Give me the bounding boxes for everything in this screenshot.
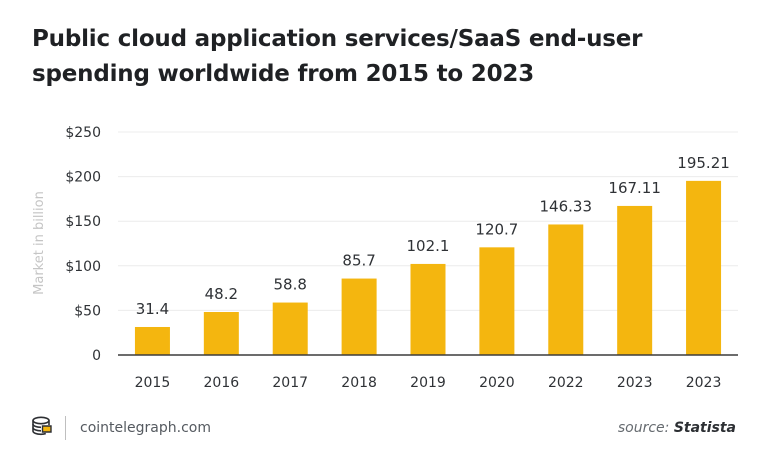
y-axis-ticks: 0 $50 $100 $150 $200 $250 xyxy=(65,125,101,364)
y-tick-label: $150 xyxy=(65,214,101,230)
chart-title: Public cloud application services/SaaS e… xyxy=(32,26,643,87)
y-tick-label: $200 xyxy=(65,170,101,186)
bar-2019-4 xyxy=(410,263,446,355)
y-tick-label: $100 xyxy=(65,259,101,275)
x-tick-label: 2022 xyxy=(548,375,584,391)
data-label: 102.1 xyxy=(407,237,450,255)
bar-2017-2 xyxy=(272,302,308,355)
source-credit: source: Statista xyxy=(618,420,736,436)
footer-divider xyxy=(65,416,66,440)
x-tick-label: 2023 xyxy=(617,375,653,391)
bar-2022-6 xyxy=(548,224,584,355)
x-tick-label: 2018 xyxy=(341,375,377,391)
cointelegraph-logo-icon xyxy=(32,416,52,436)
bar-2018-3 xyxy=(341,278,377,355)
footer: cointelegraph.com source: Statista xyxy=(0,405,768,445)
data-label: 146.33 xyxy=(540,197,593,215)
bar-2016-1 xyxy=(203,312,239,355)
bar-2020-5 xyxy=(479,247,515,355)
x-tick-label: 2015 xyxy=(135,375,171,391)
y-tick-label: 0 xyxy=(92,348,101,364)
bar-2023-7 xyxy=(617,205,653,355)
x-axis-ticks: 2015 2016 2017 2018 2019 2020 2022 2023 2023 xyxy=(135,375,722,391)
y-axis-label: Market in billion xyxy=(32,191,47,295)
data-label: 195.21 xyxy=(677,154,730,172)
data-label: 48.2 xyxy=(205,285,238,303)
data-label: 120.7 xyxy=(475,220,518,238)
y-tick-label: $250 xyxy=(65,125,101,141)
x-tick-label: 2016 xyxy=(204,375,240,391)
source-name: Statista xyxy=(673,420,736,436)
data-labels: 31.4 48.2 58.8 85.7 102.1 120.7 146.33 167.11 19… xyxy=(136,154,730,318)
data-label: 31.4 xyxy=(136,300,169,318)
bar-chart: 0 $50 $100 $150 $200 $250 Market in billion 3… xyxy=(32,125,738,391)
data-label: 58.8 xyxy=(274,276,307,294)
source-prefix: source: xyxy=(617,420,670,436)
x-tick-label: 2020 xyxy=(479,375,515,391)
data-label: 85.7 xyxy=(342,252,375,270)
x-tick-label: 2023 xyxy=(686,375,722,391)
y-tick-label: $50 xyxy=(74,303,101,319)
bar-2023-8 xyxy=(686,180,722,355)
x-tick-label: 2019 xyxy=(410,375,446,391)
brand-name: cointelegraph.com xyxy=(80,420,211,436)
bars xyxy=(134,180,722,355)
data-label: 167.11 xyxy=(608,179,661,197)
bar-2015-0 xyxy=(134,326,170,355)
x-tick-label: 2017 xyxy=(272,375,308,391)
